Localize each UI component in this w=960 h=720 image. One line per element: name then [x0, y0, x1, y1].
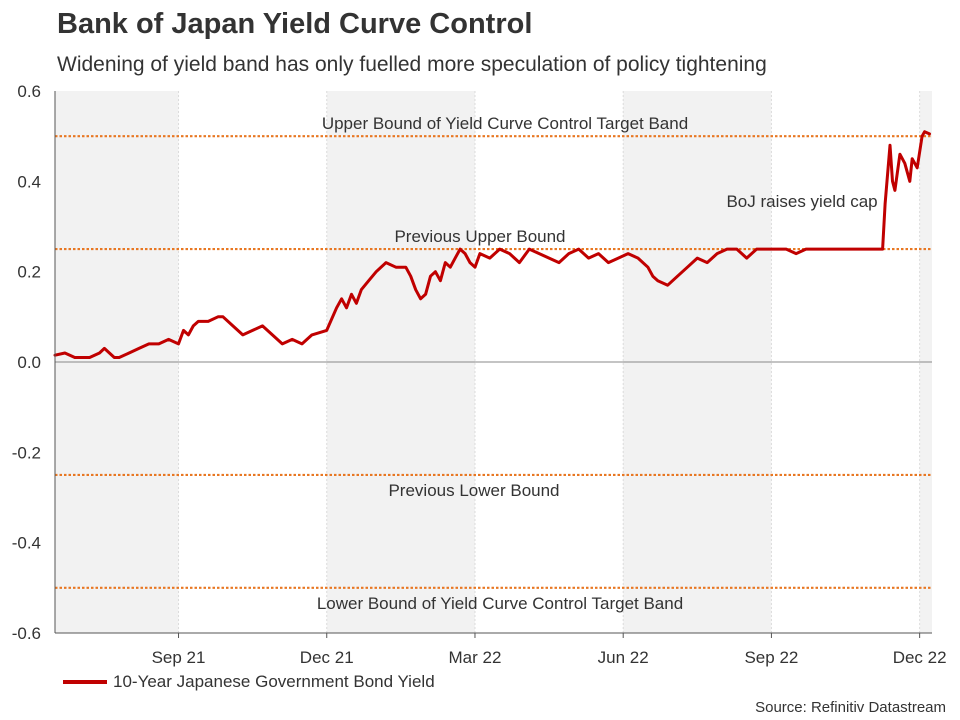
band-label-3: Lower Bound of Yield Curve Control Targe… [317, 594, 683, 613]
x-tick-label: Dec 21 [300, 648, 354, 667]
band-label-0: Upper Bound of Yield Curve Control Targe… [322, 114, 688, 133]
x-tick-label: Sep 22 [744, 648, 798, 667]
chart-title: Bank of Japan Yield Curve Control [57, 8, 533, 40]
x-tick-label: Mar 22 [449, 648, 502, 667]
legend: 10-Year Japanese Government Bond Yield [63, 672, 435, 692]
y-tick-label: -0.4 [12, 534, 41, 553]
y-tick-label: 0.6 [17, 82, 41, 101]
x-tick-label: Jun 22 [598, 648, 649, 667]
chart-subtitle: Widening of yield band has only fuelled … [57, 53, 767, 76]
y-tick-label: -0.6 [12, 624, 41, 643]
y-tick-label: -0.2 [12, 443, 41, 462]
x-tick-label: Sep 21 [152, 648, 206, 667]
band-label-2: Previous Lower Bound [388, 481, 559, 500]
x-tick-label: Dec 22 [893, 648, 947, 667]
y-tick-label: 0.0 [17, 353, 41, 372]
legend-swatch [63, 680, 107, 684]
y-tick-label: 0.2 [17, 263, 41, 282]
legend-label: 10-Year Japanese Government Bond Yield [113, 672, 435, 691]
y-tick-label: 0.4 [17, 172, 41, 191]
annotation-label: BoJ raises yield cap [726, 192, 877, 211]
source-note: Source: Refinitiv Datastream [755, 699, 946, 716]
series-line-yield [53, 130, 931, 359]
band-label-1: Previous Upper Bound [394, 227, 565, 246]
